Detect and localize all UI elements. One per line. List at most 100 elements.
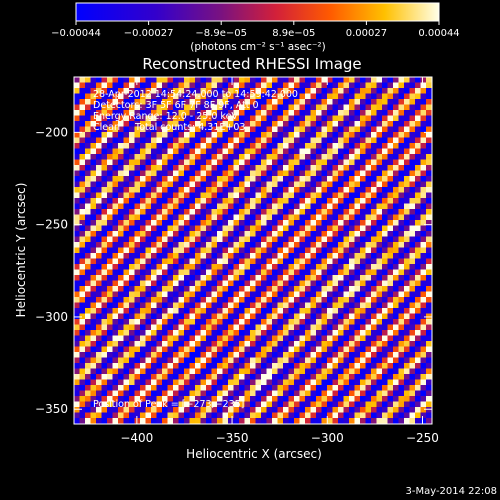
heatmap-cell: [387, 132, 394, 138]
heatmap-cell: [151, 352, 157, 358]
heatmap-cell: [404, 264, 410, 270]
heatmap-cell: [255, 77, 262, 83]
heatmap-cell: [140, 154, 146, 160]
heatmap-cell: [415, 148, 421, 155]
heatmap-cell: [167, 99, 174, 105]
heatmap-cell: [167, 313, 174, 320]
heatmap-cell: [134, 412, 141, 419]
heatmap-cell: [107, 99, 113, 105]
heatmap-cell: [354, 324, 361, 331]
heatmap-cell: [101, 363, 108, 369]
heatmap-cell: [129, 258, 135, 265]
heatmap-cell: [156, 132, 163, 138]
heatmap-cell: [222, 220, 229, 226]
heatmap-cell: [294, 181, 300, 188]
heatmap-cell: [200, 99, 207, 105]
heatmap-cell: [184, 401, 190, 408]
heatmap-cell: [156, 297, 163, 303]
heatmap-cell: [90, 187, 97, 193]
heatmap-cell: [90, 313, 97, 320]
heatmap-cell: [200, 401, 207, 408]
heatmap-cell: [266, 181, 273, 188]
heatmap-cell: [387, 269, 394, 276]
heatmap-cell: [206, 253, 212, 259]
heatmap-cell: [316, 269, 322, 276]
heatmap-cell: [90, 264, 97, 270]
heatmap-cell: [327, 137, 333, 144]
heatmap-cell: [277, 170, 284, 177]
heatmap-cell: [206, 346, 212, 353]
heatmap-cell: [211, 313, 218, 320]
heatmap-cell: [74, 264, 80, 270]
heatmap-cell: [255, 170, 262, 177]
heatmap-cell: [338, 181, 344, 188]
heatmap-cell: [398, 335, 405, 342]
heatmap-cell: [129, 401, 135, 408]
heatmap-cell: [393, 407, 399, 413]
heatmap-cell: [327, 275, 333, 281]
heatmap-cell: [239, 324, 245, 331]
heatmap-cell: [272, 165, 278, 171]
heatmap-cell: [360, 159, 366, 166]
heatmap-cell: [420, 308, 427, 314]
heatmap-cell: [239, 275, 245, 281]
heatmap-cell: [79, 302, 86, 309]
heatmap-cell: [85, 379, 91, 386]
heatmap-cell: [316, 137, 322, 144]
heatmap-cell: [211, 330, 218, 336]
heatmap-cell: [420, 187, 427, 193]
heatmap-cell: [316, 352, 322, 358]
heatmap-cell: [162, 319, 168, 325]
heatmap-cell: [387, 401, 394, 408]
heatmap-cell: [387, 319, 394, 325]
heatmap-cell: [101, 407, 108, 413]
heatmap-cell: [79, 143, 86, 149]
heatmap-cell: [415, 385, 421, 391]
heatmap-cell: [151, 225, 157, 232]
heatmap-cell: [360, 390, 366, 397]
heatmap-cell: [294, 253, 300, 259]
heatmap-cell: [101, 291, 108, 298]
heatmap-cell: [365, 115, 372, 122]
heatmap-cell: [200, 253, 207, 259]
heatmap-cell: [343, 203, 350, 210]
heatmap-cell: [140, 137, 146, 144]
heatmap-cell: [156, 77, 163, 83]
heatmap-cell: [365, 368, 372, 375]
heatmap-cell: [321, 143, 328, 149]
heatmap-cell: [195, 396, 201, 402]
heatmap-cell: [398, 341, 405, 347]
heatmap-cell: [310, 286, 317, 292]
heatmap-cell: [228, 269, 234, 276]
heatmap-cell: [228, 379, 234, 386]
heatmap-cell: [387, 225, 394, 232]
heatmap-cell: [420, 379, 427, 386]
heatmap-cell: [85, 308, 91, 314]
heatmap-cell: [393, 148, 399, 155]
heatmap-cell: [96, 346, 102, 353]
x-tick-label: −300: [311, 431, 344, 445]
heatmap-cell: [134, 165, 141, 171]
heatmap-cell: [310, 253, 317, 259]
heatmap-cell: [189, 159, 196, 166]
heatmap-cell: [167, 203, 174, 210]
heatmap-cell: [85, 363, 91, 369]
heatmap-cell: [266, 275, 273, 281]
heatmap-cell: [173, 341, 179, 347]
heatmap-cell: [162, 143, 168, 149]
heatmap-cell: [371, 363, 377, 369]
heatmap-cell: [316, 385, 322, 391]
heatmap-cell: [354, 341, 361, 347]
heatmap-cell: [387, 308, 394, 314]
heatmap-cell: [74, 319, 80, 325]
heatmap-cell: [365, 242, 372, 248]
heatmap-cell: [156, 407, 163, 413]
heatmap-cell: [294, 170, 300, 177]
heatmap-cell: [404, 418, 410, 424]
heatmap-cell: [316, 115, 322, 122]
heatmap-cell: [393, 363, 399, 369]
heatmap-cell: [349, 280, 355, 287]
heatmap-cell: [195, 308, 201, 314]
heatmap-cell: [134, 302, 141, 309]
heatmap-cell: [162, 335, 168, 342]
